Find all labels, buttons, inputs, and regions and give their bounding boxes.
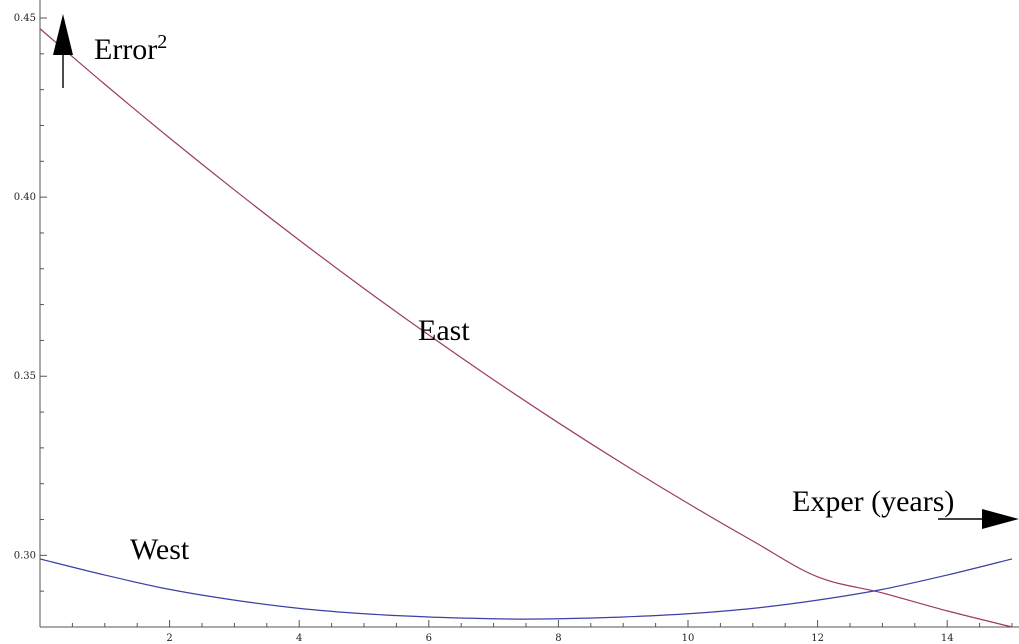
annotations: Error2 Exper (years) East West — [94, 31, 954, 566]
x-tick-label: 2 — [166, 633, 172, 644]
series-line-east — [39, 28, 1013, 628]
y-axis-label: Error2 — [94, 31, 167, 66]
series-lines — [39, 28, 1013, 628]
west-series-label: West — [130, 533, 190, 566]
x-tick-label: 12 — [811, 633, 824, 644]
y-tick-label: 0.45 — [14, 13, 36, 24]
y-arrow-head — [53, 14, 73, 55]
y-tick-label: 0.40 — [14, 192, 36, 203]
series-line-west — [39, 558, 1013, 620]
x-tick-label: 8 — [555, 633, 561, 644]
x-tick-label: 6 — [426, 633, 432, 644]
x-tick-label: 4 — [296, 633, 302, 644]
y-tick-label: 0.30 — [14, 550, 36, 561]
east-series-label: East — [418, 314, 470, 347]
y-tick-label: 0.35 — [14, 371, 36, 382]
axes: 0.30 0.35 0.40 0.45 2 4 6 8 10 12 14 — [14, 0, 1019, 644]
x-tick-label: 10 — [682, 633, 695, 644]
y-axis-label-superscript: 2 — [157, 31, 167, 53]
axis-arrows — [53, 14, 1019, 529]
x-axis-label: Exper (years) — [792, 485, 954, 518]
x-tick-label: 14 — [941, 633, 954, 644]
x-arrow-head — [982, 509, 1019, 529]
y-axis-label-main: Error — [94, 33, 157, 66]
